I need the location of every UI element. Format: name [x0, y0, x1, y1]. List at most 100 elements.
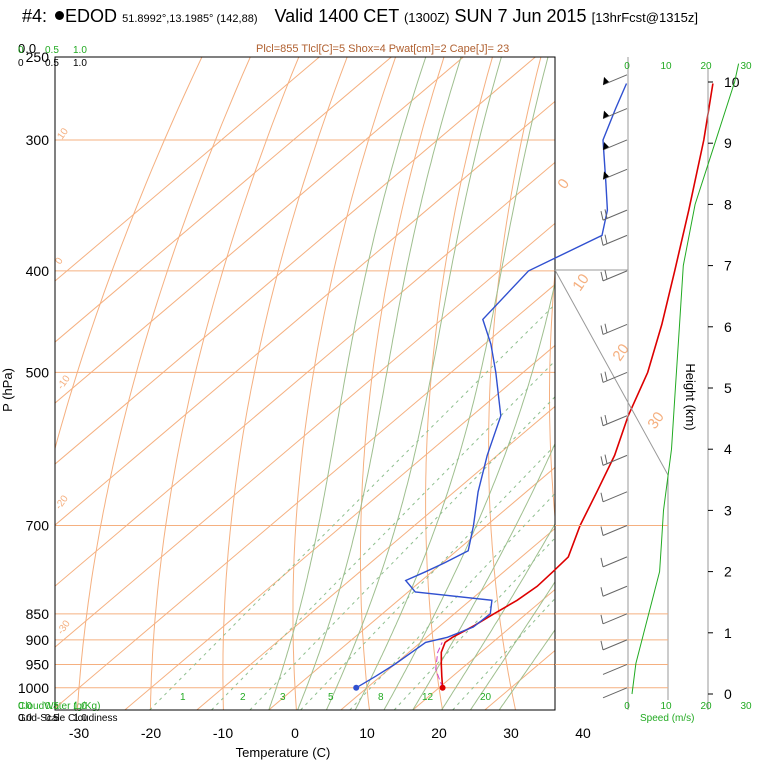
mixing-ratio-label: 1 — [180, 692, 186, 703]
x-axis-label: Temperature (C) — [236, 745, 331, 760]
wind-barb-shaft — [602, 454, 628, 466]
wind-barb-shaft — [602, 74, 628, 86]
speed-scale-top-label: 20 — [700, 61, 712, 72]
wind-barb-shaft — [602, 108, 628, 120]
surface-temperature-marker — [439, 684, 446, 691]
wind-barb-feather — [604, 234, 608, 244]
mixing-ratio-label: 20 — [480, 692, 492, 703]
station-coords: 51.8992°,13.1985° (142,88) — [122, 13, 258, 25]
forecast-run: [13hrFcst@1315z] — [591, 10, 699, 25]
wind-barb-feather — [604, 454, 608, 464]
cloudiness-scale-bottom: 0.0 — [18, 713, 32, 724]
isotherm-label: -10 — [55, 373, 73, 392]
y-axis-label: P (hPa) — [0, 368, 15, 412]
isotherm-line — [55, 57, 320, 282]
wind-barb-shaft — [602, 323, 628, 335]
wind-barb-feather — [600, 526, 604, 536]
header-title-line: #4: EDOD 51.8992°,13.1985° (142,88) Vali… — [22, 6, 698, 27]
moist-adiabat-line — [441, 522, 555, 710]
pressure-tick-label: 1000 — [18, 680, 49, 696]
isotherm-label: 10 — [55, 126, 71, 142]
isotherm-label: -20 — [53, 493, 71, 512]
isotherm-line — [55, 283, 555, 709]
dry-adiabat-line — [55, 57, 203, 451]
isotherm-line — [55, 161, 555, 587]
temperature-tick-label: -30 — [69, 725, 89, 741]
temperature-tick-label: 20 — [431, 725, 447, 741]
mixing-ratio-line — [211, 360, 555, 710]
wind-speed-profile — [631, 63, 740, 695]
wind-barb-shaft — [602, 234, 628, 246]
speed-legend-label: Speed (m/s) — [640, 713, 695, 724]
height-tick-label: 1 — [724, 625, 732, 641]
moist-adiabat-line — [498, 629, 555, 710]
wind-barb-feather — [600, 587, 604, 597]
isotherm-line — [268, 466, 555, 710]
height-tick-label: 2 — [724, 564, 732, 580]
cloudwater-legend: CloudWater (g/Kg) — [18, 701, 100, 712]
wind-barb-feather — [604, 323, 608, 333]
temperature-tick-label: -20 — [141, 725, 161, 741]
wind-barb — [600, 639, 628, 651]
wind-barb-flag — [603, 110, 609, 119]
height-axis-label: Height (km) — [683, 363, 698, 430]
moist-adiabat-line — [297, 57, 462, 710]
pressure-tick-label: 250 — [26, 49, 50, 65]
wind-barb-feather — [600, 557, 604, 568]
moist-adiabat-line — [383, 280, 555, 710]
wind-barb-feather — [600, 325, 604, 335]
wind-barb — [600, 371, 628, 383]
cloudiness-scale-top: 1.0 — [73, 58, 87, 69]
pressure-tick-label: 300 — [26, 132, 50, 148]
mixing-ratio-line — [452, 597, 555, 710]
forecast-date: SUN 7 Jun 2015 — [454, 6, 587, 26]
cloudwater-scale-bottom: 0.0 — [18, 701, 32, 712]
wind-barb-feather — [600, 416, 604, 426]
speed-scale-top-label: 10 — [660, 61, 672, 72]
height-tick-label: 5 — [724, 380, 732, 396]
mixing-ratio-line — [149, 303, 555, 710]
dry-adiabat-line — [292, 57, 397, 710]
cloudiness-scale-top: 0.5 — [45, 58, 59, 69]
isotherm-label: 0 — [53, 255, 65, 266]
mixing-ratio-label: 12 — [422, 692, 434, 703]
wind-barb — [600, 209, 628, 221]
wind-barb-shaft — [602, 687, 628, 699]
dewpoint-profile — [355, 83, 628, 689]
noop: 0.0 — [18, 41, 36, 56]
wind-barb-shaft — [602, 168, 628, 180]
temperature-tick-label: 30 — [503, 725, 519, 741]
wind-barb — [602, 74, 628, 86]
wind-barb-shaft — [602, 415, 628, 427]
speed-scale-bottom-label: 10 — [660, 701, 672, 712]
wind-barb — [600, 525, 628, 536]
station-name: EDOD — [65, 6, 118, 26]
wind-barb-feather — [604, 371, 608, 381]
wind-barb-feather — [604, 270, 608, 280]
wind-barb — [600, 323, 628, 335]
isotherm-line — [196, 405, 555, 710]
height-tick-label: 4 — [724, 441, 732, 457]
wind-barb — [600, 454, 628, 466]
wind-barb-flag — [603, 171, 609, 180]
cloudiness-scale-bottom: 0.5 — [45, 713, 59, 724]
cloudiness-legend-label: Grid-Scale Cloudiness — [18, 713, 118, 724]
wind-barb-flag — [603, 141, 609, 150]
isotherm-line — [55, 222, 555, 648]
dry-adiabat-line — [488, 57, 542, 710]
moist-adiabat-line — [469, 580, 555, 710]
height-tick-label: 3 — [724, 502, 732, 518]
wind-barb-shaft — [602, 491, 628, 503]
mixing-ratio-label: 5 — [328, 692, 334, 703]
mixing-ratio-label: 8 — [378, 692, 384, 703]
wind-barb-feather — [600, 640, 604, 650]
temperature-tick-label: 40 — [575, 725, 591, 741]
wind-barb — [600, 491, 628, 503]
moist-adiabat-line — [268, 57, 427, 710]
isotherm-line — [340, 527, 555, 710]
wind-barb-shaft — [602, 663, 628, 675]
temperature-tick-label: -10 — [213, 725, 233, 741]
wind-barb — [602, 139, 628, 151]
wind-barb-shaft — [602, 585, 628, 597]
